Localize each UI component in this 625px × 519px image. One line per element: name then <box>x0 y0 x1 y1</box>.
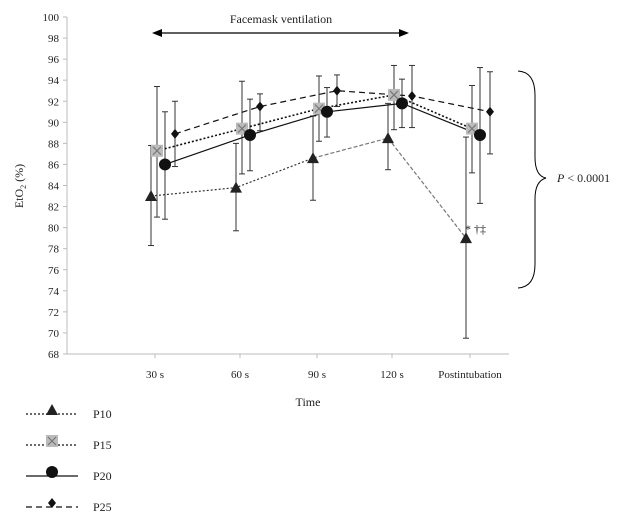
x-marker-shape <box>467 124 477 134</box>
legend-label: P15 <box>93 438 112 452</box>
data-point-p25 <box>333 85 341 96</box>
y-axis-label: EtO2 (%) <box>12 164 28 208</box>
data-point-p25 <box>408 90 416 101</box>
legend-label: P10 <box>93 407 112 421</box>
y-tick-label: 88 <box>48 138 60 150</box>
data-point-p20 <box>474 128 486 141</box>
x-tick-label: 30 s <box>146 369 164 381</box>
data-point-p20 <box>321 105 333 118</box>
x-tick-label: 90 s <box>308 369 326 381</box>
x-marker-shape <box>389 90 399 100</box>
data-point-p10 <box>382 132 394 144</box>
x-tick-label: 60 s <box>231 369 249 381</box>
legend-item-p20: P20 <box>26 466 112 483</box>
legend-marker <box>48 498 56 508</box>
triangle-marker-shape <box>307 152 319 164</box>
data-point-p20 <box>159 158 171 171</box>
triangle-marker-shape <box>382 132 394 144</box>
x-marker-shape <box>152 146 162 156</box>
data-point-p25 <box>171 128 179 139</box>
diamond-marker-shape <box>486 106 494 117</box>
legend-marker <box>46 435 58 447</box>
series-line-p10-b <box>312 137 467 239</box>
series-markers <box>145 85 494 244</box>
diamond-marker-shape <box>333 85 341 96</box>
legend-marker <box>46 466 58 478</box>
triangle-marker-shape <box>46 404 58 415</box>
diamond-marker-shape <box>256 101 264 112</box>
data-point-p25 <box>256 101 264 112</box>
p-value: P < 0.0001 <box>556 171 610 185</box>
diamond-marker-shape <box>171 128 179 139</box>
circle-marker-shape <box>321 105 333 118</box>
y-tick-label: 74 <box>48 286 60 298</box>
significance-brace <box>517 70 547 289</box>
legend-item-p25: P25 <box>26 498 112 514</box>
diamond-marker-shape <box>48 498 56 508</box>
triangle-marker-shape <box>460 232 472 244</box>
data-point-p20 <box>244 128 256 141</box>
y-tick-label: 76 <box>48 265 60 277</box>
significance-mark: * †‡ <box>465 222 486 236</box>
x-marker-shape <box>47 436 57 446</box>
data-point-p15 <box>151 144 163 157</box>
legend-item-p15: P15 <box>26 435 112 452</box>
error-bars <box>148 64 493 339</box>
data-point-p10 <box>307 152 319 164</box>
triangle-marker-shape <box>230 181 242 193</box>
y-tick-label: 92 <box>48 96 59 108</box>
legend-item-p10: P10 <box>26 404 112 421</box>
legend-label: P20 <box>93 469 112 483</box>
x-axis: 30 s 60 s 90 s 120 s Postintubation <box>67 353 509 381</box>
circle-marker-shape <box>46 466 58 478</box>
y-tick-label: 80 <box>48 223 60 235</box>
data-point-p15 <box>466 122 478 135</box>
y-tick-label: 84 <box>48 181 60 193</box>
y-tick-label: 72 <box>48 307 59 319</box>
y-tick-label: 70 <box>48 328 60 340</box>
y-tick-label: 82 <box>48 202 59 214</box>
y-tick-label: 96 <box>48 54 60 66</box>
circle-marker-shape <box>159 158 171 171</box>
x-axis-label: Time <box>296 395 321 409</box>
diamond-marker-shape <box>408 90 416 101</box>
data-point-p10 <box>230 181 242 193</box>
x-tick-label: 120 s <box>380 369 404 381</box>
y-tick-label: 100 <box>43 12 60 24</box>
y-axis: 68 70 72 74 76 78 80 82 84 86 88 90 92 94 96 98 100 <box>43 12 68 361</box>
data-point-p15 <box>388 88 400 101</box>
circle-marker-shape <box>396 97 408 110</box>
data-point-p15 <box>236 122 248 135</box>
y-tick-label: 94 <box>48 75 60 87</box>
y-tick-label: 68 <box>48 349 60 361</box>
x-tick-label: Postintubation <box>438 369 502 381</box>
x-marker-shape <box>237 124 247 134</box>
circle-marker-shape <box>474 128 486 141</box>
data-point-p10 <box>460 232 472 244</box>
ventilation-arrow <box>152 29 409 37</box>
circle-marker-shape <box>244 128 256 141</box>
y-tick-label: 86 <box>48 159 60 171</box>
legend-label: P25 <box>93 500 112 514</box>
triangle-marker-shape <box>145 190 157 202</box>
ventilation-label: Facemask ventilation <box>230 12 332 26</box>
legend-marker <box>46 404 58 415</box>
y-tick-label: 90 <box>48 117 60 129</box>
y-tick-label: 78 <box>48 244 60 256</box>
data-point-p25 <box>486 106 494 117</box>
data-point-p20 <box>396 97 408 110</box>
y-tick-label: 98 <box>48 33 60 45</box>
data-point-p10 <box>145 190 157 202</box>
legend: P10 P15 P20 P25 <box>26 404 112 514</box>
